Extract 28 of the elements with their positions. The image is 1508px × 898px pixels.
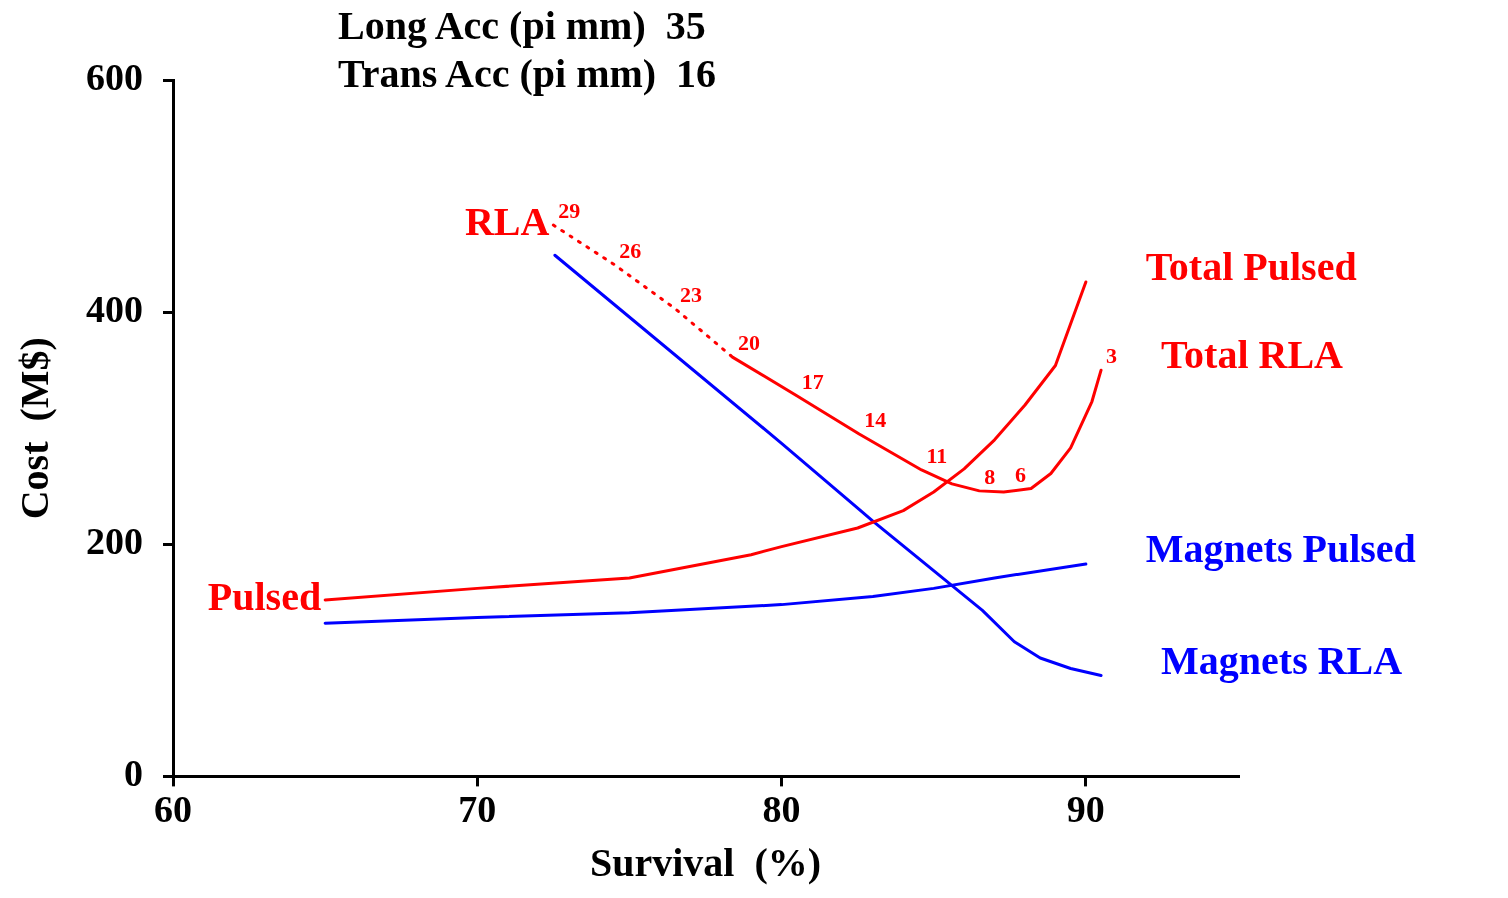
chart-title: Long Acc (pi mm) 35 [338, 2, 706, 50]
series-label: Total RLA [1161, 332, 1344, 378]
series-label: Magnets RLA [1161, 637, 1403, 683]
annotation: 11 [926, 442, 948, 468]
annotation: RLA [464, 199, 550, 245]
y-tick-label: 400 [86, 287, 143, 330]
chart-subtitle: Trans Acc (pi mm) 16 [338, 50, 717, 98]
y-tick-label: 600 [86, 55, 143, 98]
annotation: 14 [864, 407, 887, 432]
y-tick-label: 200 [86, 520, 143, 563]
annotation: Pulsed [207, 574, 322, 620]
series-label: Total Pulsed [1145, 244, 1357, 290]
annotation: 23 [680, 281, 703, 307]
x-tick-label: 90 [1066, 788, 1105, 831]
x-axis-title: Survival (%) [589, 840, 822, 886]
x-tick-label: 60 [154, 788, 192, 831]
series-label: Magnets Pulsed [1145, 526, 1416, 572]
x-tick-label: 80 [762, 788, 801, 831]
annotation: 3 [1106, 343, 1118, 369]
x-tick-label: 70 [458, 788, 497, 831]
y-tick-label: 0 [124, 752, 143, 795]
annotation: 26 [619, 237, 642, 263]
y-axis-title: Cost (M$) [12, 337, 58, 520]
annotation: 29 [558, 198, 581, 224]
annotation: 6 [1015, 461, 1027, 487]
annotation: 17 [801, 368, 824, 394]
annotation: 8 [984, 463, 996, 489]
annotation: 20 [737, 330, 760, 356]
